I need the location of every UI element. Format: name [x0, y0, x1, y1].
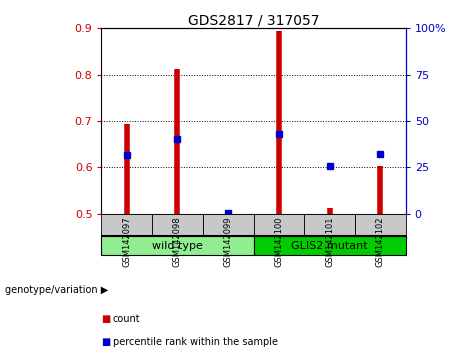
Text: GSM142098: GSM142098 [173, 216, 182, 267]
Text: percentile rank within the sample: percentile rank within the sample [113, 337, 278, 347]
Bar [203, 214, 254, 236]
Text: GSM142097: GSM142097 [122, 216, 131, 267]
Bar [254, 214, 304, 236]
Bar [152, 214, 203, 236]
Bar [101, 214, 152, 236]
Text: GSM142099: GSM142099 [224, 216, 233, 267]
Text: GSM142102: GSM142102 [376, 216, 385, 267]
Text: GLIS2 mutant: GLIS2 mutant [291, 241, 368, 251]
Bar [254, 236, 406, 255]
Title: GDS2817 / 317057: GDS2817 / 317057 [188, 13, 319, 27]
Text: GSM142100: GSM142100 [274, 216, 284, 267]
Text: count: count [113, 314, 141, 324]
Bar [304, 214, 355, 236]
Text: genotype/variation ▶: genotype/variation ▶ [5, 285, 108, 295]
Bar [101, 236, 254, 255]
Text: ■: ■ [101, 337, 111, 347]
Bar [355, 214, 406, 236]
Text: wild type: wild type [152, 241, 203, 251]
Text: ■: ■ [101, 314, 111, 324]
Text: GSM142101: GSM142101 [325, 216, 334, 267]
